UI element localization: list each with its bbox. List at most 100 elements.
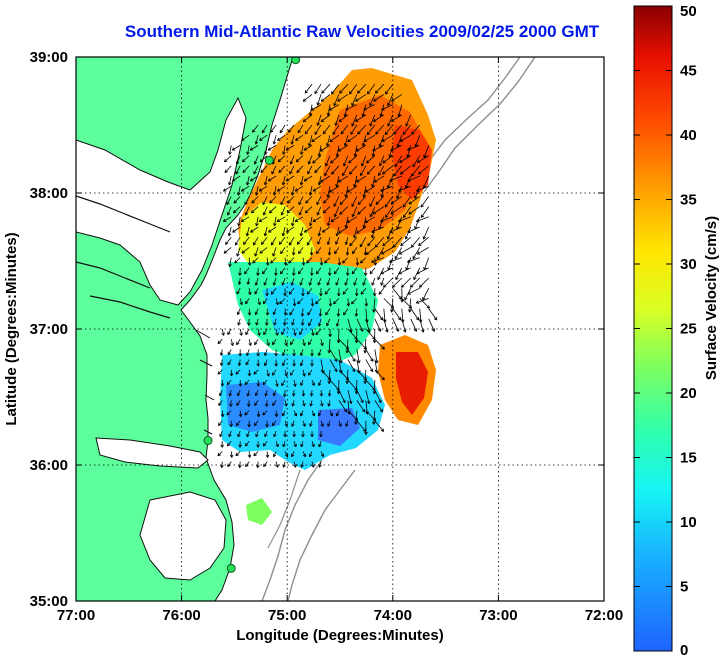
velocity-arrow xyxy=(272,369,277,376)
velocity-arrow xyxy=(382,236,394,247)
colorbar-tick-label: 15 xyxy=(680,450,697,467)
velocity-arrow xyxy=(247,257,252,266)
velocity-arrow xyxy=(263,461,268,468)
velocity-arrow xyxy=(360,155,367,167)
velocity-arrow xyxy=(254,277,259,286)
velocity-arrow xyxy=(293,441,297,448)
velocity-arrow xyxy=(253,420,259,427)
velocity-arrow xyxy=(280,206,286,216)
velocity-arrow xyxy=(299,328,304,335)
velocity-arrow xyxy=(297,298,304,305)
velocity-arrow xyxy=(356,175,367,183)
velocity-arrow xyxy=(377,267,385,280)
velocity-arrow xyxy=(344,237,349,245)
velocity-arrow xyxy=(420,196,430,208)
velocity-arrow xyxy=(229,369,234,377)
velocity-arrow xyxy=(347,390,353,404)
velocity-arrow xyxy=(294,216,304,222)
velocity-arrow xyxy=(367,236,376,247)
velocity-arrow xyxy=(335,410,340,417)
velocity-arrow xyxy=(354,288,359,297)
velocity-arrow xyxy=(237,430,241,438)
velocity-arrow xyxy=(407,145,420,151)
velocity-arrow xyxy=(242,165,250,173)
velocity-arrow xyxy=(399,134,411,142)
velocity-arrow xyxy=(316,94,322,106)
velocity-arrow xyxy=(236,308,241,315)
velocity-arrow xyxy=(256,267,260,276)
velocity-arrow xyxy=(293,328,297,336)
velocity-arrow xyxy=(374,236,385,248)
velocity-arrow xyxy=(416,267,429,275)
velocity-arrow xyxy=(272,308,277,315)
velocity-arrow xyxy=(355,257,360,266)
velocity-arrow xyxy=(381,104,393,111)
velocity-arrow xyxy=(236,338,241,346)
velocity-arrow xyxy=(246,349,250,356)
velocity-arrow xyxy=(219,430,223,438)
velocity-arrow xyxy=(246,145,250,155)
velocity-arrow xyxy=(366,155,376,164)
velocity-arrow xyxy=(404,288,412,301)
station-marker xyxy=(264,155,274,165)
x-tick-label: 77:00 xyxy=(57,607,95,624)
velocity-arrow xyxy=(259,134,268,141)
velocity-arrow xyxy=(284,339,288,346)
velocity-arrow xyxy=(320,339,324,346)
velocity-arrow xyxy=(335,175,340,188)
velocity-arrow xyxy=(265,400,269,407)
velocity-arrow xyxy=(317,410,322,417)
velocity-arrow xyxy=(309,420,313,427)
velocity-arrow xyxy=(223,185,232,192)
velocity-arrow xyxy=(343,104,349,117)
velocity-arrow xyxy=(325,155,331,167)
velocity-arrow xyxy=(229,451,234,458)
velocity-arrow xyxy=(387,94,394,107)
velocity-arrow xyxy=(297,267,304,275)
velocity-arrow xyxy=(320,114,331,123)
velocity-arrow xyxy=(272,390,277,397)
colorbar-label: Surface Velocity (cm/s) xyxy=(703,216,720,380)
velocity-arrow xyxy=(326,216,331,227)
velocity-arrow xyxy=(300,318,305,326)
velocity-arrow xyxy=(236,247,241,257)
velocity-arrow xyxy=(333,206,340,218)
velocity-arrow xyxy=(329,349,338,362)
velocity-arrow xyxy=(310,349,314,357)
velocity-arrow xyxy=(374,390,382,404)
velocity-arrow xyxy=(280,247,286,255)
velocity-arrow xyxy=(299,359,304,367)
velocity-arrow xyxy=(238,379,243,387)
velocity-arrow xyxy=(405,114,412,127)
velocity-arrow xyxy=(355,145,367,152)
velocity-arrow xyxy=(275,298,279,306)
velocity-arrow xyxy=(395,267,403,280)
velocity-arrow xyxy=(314,83,322,95)
velocity-arrow xyxy=(288,257,295,264)
velocity-arrow xyxy=(320,400,324,407)
velocity-arrow xyxy=(249,175,259,182)
velocity-arrow xyxy=(378,287,385,295)
velocity-arrow xyxy=(234,257,241,264)
velocity-arrow xyxy=(383,277,394,288)
velocity-arrow xyxy=(281,379,286,386)
velocity-arrow xyxy=(319,145,331,152)
velocity-arrow xyxy=(226,440,232,447)
velocity-arrow xyxy=(235,369,241,375)
velocity-arrow xyxy=(289,338,295,346)
velocity-arrow xyxy=(245,175,250,186)
velocity-arrow xyxy=(275,441,279,448)
velocity-arrow xyxy=(240,216,250,222)
velocity-arrow xyxy=(408,196,420,205)
velocity-arrow xyxy=(222,216,232,222)
y-tick-label: 37:00 xyxy=(30,321,68,338)
velocity-arrow xyxy=(354,328,359,344)
velocity-arrow xyxy=(247,420,251,428)
velocity-arrow xyxy=(334,247,340,255)
velocity-arrow xyxy=(352,247,358,255)
velocity-arrow xyxy=(374,83,385,94)
velocity-arrow xyxy=(342,155,349,167)
velocity-arrow xyxy=(252,236,259,246)
velocity-arrow xyxy=(310,267,314,276)
